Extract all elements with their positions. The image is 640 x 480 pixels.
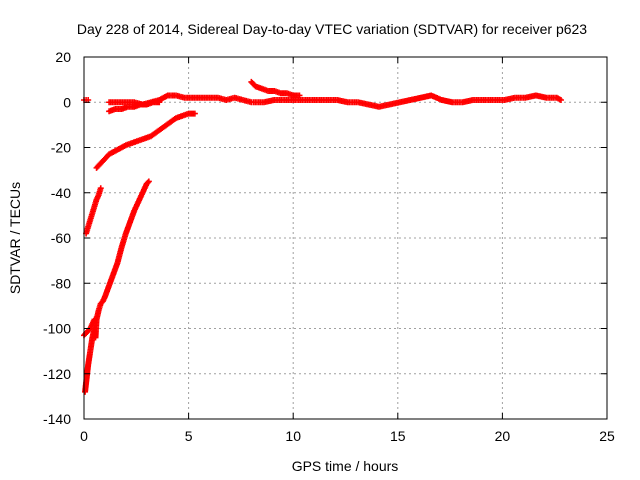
- data-point: [113, 261, 120, 268]
- axis-ticks: 0 5 10 15 20 25 -140 -120 -100 -80 -60 -40 -20 0 20: [43, 49, 615, 444]
- y-tick-label: -140: [43, 411, 71, 427]
- x-axis-label: GPS time / hours: [292, 458, 399, 474]
- x-tick-label: 15: [390, 428, 406, 444]
- data-point: [133, 138, 140, 145]
- data-point: [238, 96, 245, 103]
- data-point: [90, 317, 97, 324]
- data-point: [437, 96, 444, 103]
- data-point: [154, 97, 161, 104]
- data-point: [177, 113, 184, 120]
- data-point: [250, 81, 257, 88]
- data-point: [86, 218, 93, 225]
- data-point: [93, 198, 100, 205]
- y-tick-label: -20: [51, 140, 71, 156]
- y-tick-label: -120: [43, 366, 71, 382]
- data-point: [90, 205, 97, 212]
- series-arc-5: [93, 110, 198, 171]
- data-point: [84, 225, 91, 232]
- series-arc-9: [250, 92, 564, 110]
- data-point: [118, 245, 125, 252]
- data-point: [104, 153, 111, 160]
- grid: [84, 57, 607, 419]
- data-point: [144, 179, 151, 186]
- x-tick-label: 5: [185, 428, 193, 444]
- series-arc-2: [83, 185, 104, 237]
- data-point: [138, 191, 145, 198]
- series-arc-7: [106, 92, 255, 108]
- data-point: [105, 283, 112, 290]
- data-point: [88, 322, 95, 329]
- x-tick-label: 10: [285, 428, 301, 444]
- data-point: [99, 158, 106, 165]
- data-point: [126, 220, 133, 227]
- x-tick-label: 0: [80, 428, 88, 444]
- data-point: [190, 110, 197, 117]
- data-point: [95, 308, 102, 315]
- data-point: [94, 193, 101, 200]
- y-tick-label: -40: [51, 185, 71, 201]
- data-point: [556, 96, 563, 103]
- data-point: [140, 136, 147, 143]
- y-tick-label: 0: [63, 94, 71, 110]
- x-tick-label: 25: [599, 428, 615, 444]
- y-tick-label: -100: [43, 321, 71, 337]
- y-tick-label: -60: [51, 230, 71, 246]
- data-point: [88, 211, 95, 218]
- data-point: [146, 99, 153, 106]
- data-point: [294, 92, 301, 99]
- data-point: [145, 178, 152, 185]
- chart-title: Day 228 of 2014, Sidereal Day-to-day VTE…: [77, 21, 587, 37]
- data-point: [257, 85, 264, 92]
- data-point: [95, 162, 102, 169]
- data-point: [127, 140, 134, 147]
- data-point: [109, 272, 116, 279]
- x-tick-label: 20: [495, 428, 511, 444]
- y-tick-label: 20: [55, 49, 71, 65]
- y-tick-label: -80: [51, 275, 71, 291]
- data-point: [122, 231, 129, 238]
- y-axis-label: SDTVAR / TECUs: [7, 182, 23, 294]
- data-point: [134, 200, 141, 207]
- data-point: [97, 186, 104, 193]
